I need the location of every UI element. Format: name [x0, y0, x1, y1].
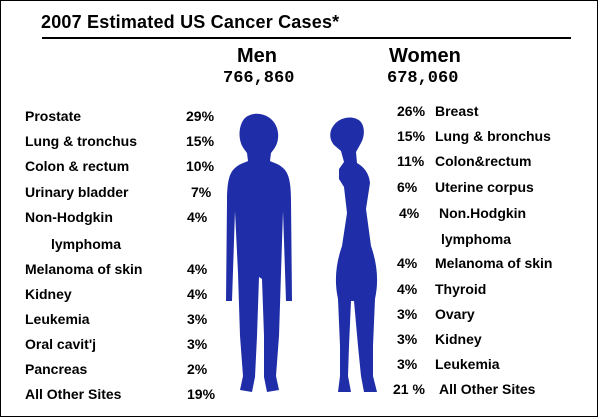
men-row-pct: 29% — [186, 108, 215, 124]
women-row-site: Lung & bronchus — [435, 128, 551, 144]
men-row-pct: 4% — [187, 209, 208, 225]
women-row-site: Thyroid — [435, 281, 487, 297]
men-row-site: Lung & tronchus — [25, 133, 137, 149]
women-row-pct: 11% — [397, 153, 425, 169]
women-row-pct: 6% — [397, 179, 418, 195]
women-row-pct: 3% — [397, 306, 418, 322]
men-row-site: Oral cavit'j — [25, 336, 97, 352]
women-row-site: Melanoma of skin — [435, 255, 553, 271]
women-row-site: Colon&rectum — [435, 153, 532, 169]
men-row-site: Colon & rectum — [25, 158, 130, 174]
men-row-pct: 3% — [187, 311, 208, 327]
men-row-pct: 4% — [187, 286, 208, 302]
women-row-site: Breast — [435, 103, 479, 119]
men-row-pct: 7% — [191, 184, 212, 200]
men-row-pct: 4% — [187, 261, 208, 277]
woman-silhouette — [330, 117, 378, 392]
women-row-site: Uterine corpus — [435, 179, 534, 195]
men-row-site: Melanoma of skin — [25, 261, 143, 277]
man-silhouette — [226, 113, 292, 392]
women-row-pct: 4% — [399, 205, 420, 221]
men-row-site: Pancreas — [25, 361, 88, 377]
men-row-site: Prostate — [25, 108, 82, 124]
women-row-pct: 21 % — [393, 381, 425, 397]
women-row-pct: 26% — [397, 103, 426, 119]
women-row-pct: 4% — [397, 255, 418, 271]
men-row-site: Kidney — [25, 286, 72, 302]
women-row-pct: 3% — [397, 331, 418, 347]
women-row-site: Ovary — [435, 306, 475, 322]
title-rule — [42, 37, 571, 39]
women-row-pct: 3% — [397, 356, 418, 372]
men-row-pct: 3% — [187, 336, 208, 352]
women-row-site: Leukemia — [435, 356, 500, 372]
chart-title: 2007 Estimated US Cancer Cases* — [41, 12, 340, 32]
men-row-site: All Other Sites — [25, 386, 122, 402]
women-total: 678,060 — [387, 69, 459, 88]
men-row-site: Non-Hodgkin — [25, 209, 113, 225]
women-row-pct: 15% — [397, 128, 426, 144]
men-header: Men — [237, 45, 277, 67]
men-total: 766,860 — [223, 69, 295, 88]
men-row-pct: 2% — [187, 361, 208, 377]
women-row-pct: 4% — [397, 281, 418, 297]
women-row-site-line2: lymphoma — [441, 231, 512, 247]
men-row-pct: 10% — [186, 158, 215, 174]
men-row-site-line2: lymphoma — [51, 236, 122, 252]
women-row-site: Non.Hodgkin — [439, 205, 527, 221]
women-row-site: Kidney — [435, 331, 482, 347]
men-row-pct: 19% — [187, 386, 216, 402]
men-row-pct: 15% — [186, 133, 215, 149]
men-row-site: Leukemia — [25, 311, 90, 327]
women-header: Women — [389, 45, 461, 67]
men-row-site: Urinary bladder — [25, 184, 129, 200]
women-row-site: All Other Sites — [439, 381, 536, 397]
